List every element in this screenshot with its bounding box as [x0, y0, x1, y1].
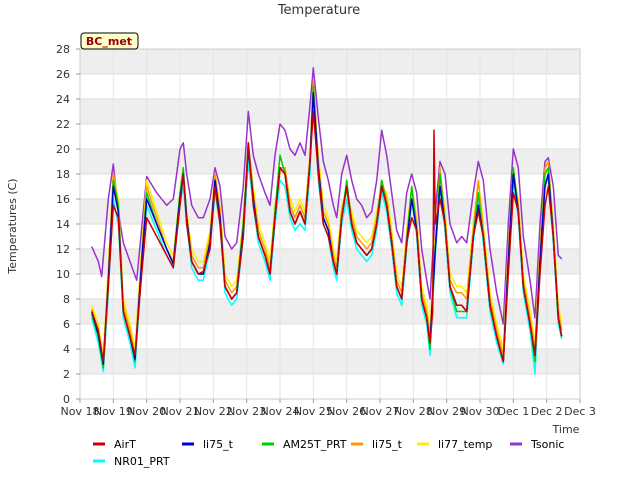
y-tick-label: 10	[56, 268, 70, 281]
x-tick-label: Nov 28	[394, 405, 433, 418]
x-tick-label: Dec 2	[531, 405, 563, 418]
y-tick-label: 8	[63, 293, 70, 306]
legend-label: NR01_PRT	[114, 455, 170, 468]
legend-label: li77_temp	[438, 438, 492, 451]
x-tick-label: Nov 21	[161, 405, 200, 418]
site-label-box: BC_met	[80, 32, 139, 50]
y-tick-label: 2	[63, 368, 70, 381]
grid-band	[80, 99, 580, 124]
chart-title: Temperature	[277, 3, 360, 18]
y-tick-label: 6	[63, 318, 70, 331]
legend-label: AM25T_PRT	[283, 438, 347, 451]
x-tick-label: Nov 29	[427, 405, 466, 418]
grid-band	[80, 299, 580, 324]
x-tick-label: Nov 30	[461, 405, 500, 418]
grid-band	[80, 149, 580, 174]
x-tick-label: Nov 22	[194, 405, 233, 418]
y-tick-label: 16	[56, 193, 70, 206]
x-tick-label: Nov 19	[94, 405, 133, 418]
legend: AirT li75_t AM25T_PRT li75_t li77_temp Tsonic…	[93, 438, 564, 468]
y-tick-label: 28	[56, 43, 70, 56]
x-tick-label: Dec 3	[564, 405, 596, 418]
x-tick-label: Nov 25	[294, 405, 333, 418]
grid-band	[80, 199, 580, 224]
y-tick-label: 20	[56, 143, 70, 156]
series-line-tsonic-5	[91, 67, 563, 325]
grid-bands	[80, 49, 580, 374]
y-tick-label: 26	[56, 68, 70, 81]
y-tick-label: 24	[56, 93, 70, 106]
x-tick-label: Nov 24	[261, 405, 300, 418]
x-axis-title: Time	[552, 423, 580, 436]
x-tick-label: Nov 23	[227, 405, 266, 418]
grid-band	[80, 249, 580, 274]
y-tick-label: 18	[56, 168, 70, 181]
x-tick-label: Nov 18	[61, 405, 100, 418]
y-tick-label: 22	[56, 118, 70, 131]
y-tick-label: 12	[56, 243, 70, 256]
series-lines	[90, 67, 563, 375]
legend-label: AirT	[114, 438, 136, 451]
legend-label: Tsonic	[530, 438, 564, 451]
y-tick-label: 14	[56, 218, 70, 231]
y-axis-title: Temperatures (C)	[6, 178, 19, 274]
legend-label: li75_t	[372, 438, 403, 451]
x-tick-label: Dec 1	[497, 405, 529, 418]
y-tick-label: 0	[63, 393, 70, 406]
y-tick-label: 4	[63, 343, 70, 356]
grid-band	[80, 49, 580, 74]
x-tick-label: Nov 20	[127, 405, 166, 418]
legend-label: li75_t	[203, 438, 234, 451]
x-tick-label: Nov 26	[327, 405, 366, 418]
grid-band	[80, 349, 580, 374]
site-label: BC_met	[86, 35, 132, 48]
x-tick-label: Nov 27	[361, 405, 400, 418]
series-line-airt-0	[90, 110, 563, 363]
